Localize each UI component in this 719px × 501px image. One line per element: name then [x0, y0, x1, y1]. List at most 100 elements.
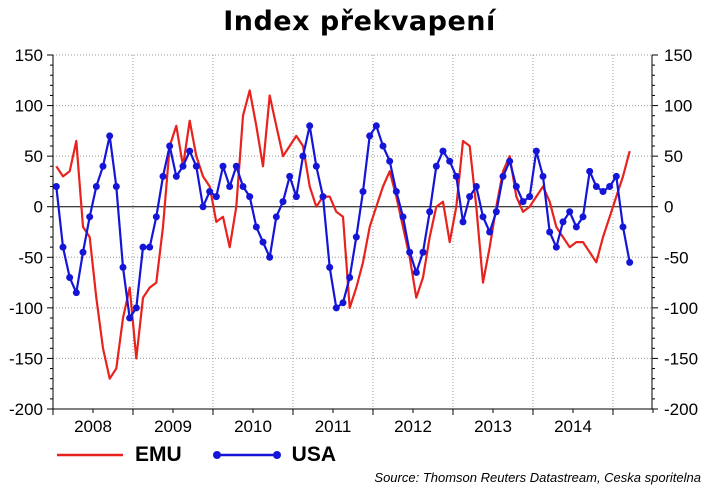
legend-label-emu: EMU — [135, 443, 182, 466]
data-point-usa — [519, 198, 527, 206]
data-point-usa — [359, 188, 367, 196]
data-point-usa — [266, 253, 274, 261]
series-markers-usa — [52, 122, 634, 322]
chart-title: Index překvapení — [223, 6, 496, 37]
y-tick-label-right: -50 — [664, 248, 689, 267]
data-point-usa — [279, 198, 287, 206]
data-point-usa — [339, 299, 347, 307]
x-tick-label: 2014 — [554, 417, 592, 436]
y-tick-label-right: 0 — [664, 198, 673, 217]
data-point-usa — [159, 172, 167, 180]
data-point-usa — [326, 263, 334, 271]
data-point-usa — [226, 182, 234, 190]
data-point-usa — [526, 193, 534, 201]
data-point-usa — [332, 304, 340, 312]
data-point-usa — [199, 203, 207, 211]
data-point-usa — [66, 274, 74, 282]
data-point-usa — [292, 193, 300, 201]
data-point-usa — [92, 182, 100, 190]
data-point-usa — [172, 172, 180, 180]
data-point-usa — [532, 147, 540, 155]
data-point-usa — [306, 122, 314, 130]
data-point-usa — [299, 152, 307, 160]
y-tick-label-left: 100 — [15, 97, 43, 116]
x-tick-label: 2012 — [394, 417, 432, 436]
data-point-usa — [219, 162, 227, 170]
data-point-usa — [246, 193, 254, 201]
data-point-usa — [186, 147, 194, 155]
data-point-usa — [406, 248, 414, 256]
data-point-usa — [386, 157, 394, 165]
x-tick-label: 2013 — [474, 417, 512, 436]
data-point-usa — [366, 132, 374, 140]
data-point-usa — [506, 157, 514, 165]
legend: EMU USA — [55, 440, 366, 470]
series-line-emu — [55, 89, 631, 380]
y-tick-label-right: 150 — [664, 46, 692, 65]
data-point-usa — [486, 228, 494, 236]
data-point-usa — [126, 314, 134, 322]
data-point-usa — [539, 172, 547, 180]
data-point-usa — [546, 228, 554, 236]
data-point-usa — [606, 182, 614, 190]
data-point-usa — [566, 208, 574, 216]
x-tick-label: 2010 — [234, 417, 272, 436]
data-point-usa — [492, 208, 500, 216]
data-point-usa — [472, 182, 480, 190]
data-point-usa — [619, 223, 627, 231]
data-point-usa — [459, 218, 467, 226]
data-point-usa — [212, 193, 220, 201]
x-tick-label: 2011 — [315, 417, 352, 436]
data-point-usa — [206, 188, 214, 196]
y-tick-label-left: -100 — [9, 299, 43, 318]
data-point-usa — [59, 243, 67, 251]
data-point-usa — [86, 213, 94, 221]
y-tick-label-left: -50 — [18, 248, 43, 267]
data-point-usa — [399, 213, 407, 221]
data-point-usa — [446, 157, 454, 165]
data-point-usa — [499, 172, 507, 180]
data-point-usa — [586, 167, 594, 175]
data-point-usa — [146, 243, 154, 251]
legend-label-usa: USA — [291, 443, 337, 466]
legend-swatch-emu — [57, 453, 123, 457]
data-point-usa — [426, 208, 434, 216]
data-point-usa — [179, 162, 187, 170]
y-tick-label-left: 150 — [15, 46, 43, 65]
data-point-usa — [132, 304, 140, 312]
data-point-usa — [139, 243, 147, 251]
y-tick-label-left: 50 — [24, 147, 43, 166]
data-point-usa — [452, 172, 460, 180]
data-point-usa — [252, 223, 260, 231]
data-point-usa — [559, 218, 567, 226]
y-tick-label-right: -150 — [664, 349, 698, 368]
y-tick-label-right: 100 — [664, 97, 692, 116]
data-point-usa — [152, 213, 160, 221]
data-point-usa — [419, 248, 427, 256]
legend-item-emu: EMU — [55, 443, 182, 467]
legend-swatch-usa — [212, 451, 281, 459]
y-tick-label-right: -100 — [664, 299, 698, 318]
data-point-usa — [579, 213, 587, 221]
data-point-usa — [372, 122, 380, 130]
data-point-usa — [119, 263, 127, 271]
data-point-usa — [259, 238, 267, 246]
data-point-usa — [72, 289, 80, 297]
x-tick-label: 2008 — [74, 417, 112, 436]
data-point-usa — [286, 172, 294, 180]
plot-area: 150 150 100 100 50 50 0 0 -50 -50 -100 -100 -150 -150… — [9, 46, 698, 436]
data-point-usa — [552, 243, 560, 251]
data-point-usa — [166, 142, 174, 150]
y-tick-label-right: 50 — [664, 147, 683, 166]
data-point-usa — [79, 248, 87, 256]
data-point-usa — [106, 132, 114, 140]
data-point-usa — [626, 258, 634, 266]
data-point-usa — [439, 147, 447, 155]
data-point-usa — [52, 182, 60, 190]
x-tick-label: 2009 — [154, 417, 192, 436]
data-point-usa — [99, 162, 107, 170]
data-point-usa — [112, 182, 120, 190]
data-point-usa — [572, 223, 580, 231]
data-point-usa — [192, 162, 200, 170]
